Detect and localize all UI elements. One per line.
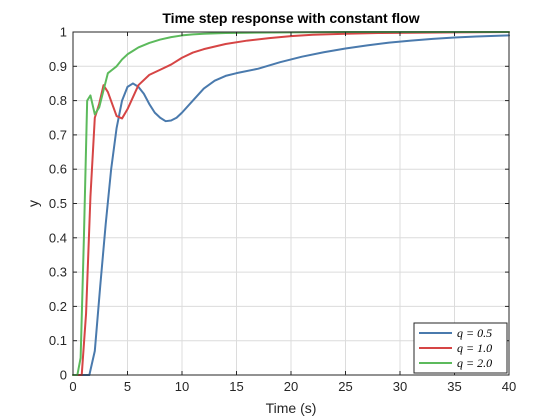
y-tick-label: 0.5: [49, 196, 67, 211]
series-line-1: [72, 34, 510, 376]
y-tick-label: 0.9: [49, 59, 67, 74]
x-tick-label: 5: [124, 379, 131, 394]
chart-title: Time step response with constant flow: [162, 10, 419, 26]
y-axis-label: y: [25, 200, 41, 207]
grid-layer: [72, 31, 510, 376]
y-tick-label: 0.1: [49, 333, 67, 348]
x-tick-label: 25: [338, 379, 352, 394]
y-tick-label: 0: [60, 368, 67, 383]
x-tick-label: 15: [229, 379, 243, 394]
y-tick-label: 0.4: [49, 230, 67, 245]
x-axis-label: Time (s): [266, 400, 317, 416]
x-tick-label: 35: [447, 379, 461, 394]
x-tick-label: 20: [284, 379, 298, 394]
legend-label-3: q = 2.0: [457, 356, 492, 370]
y-tick-label: 1: [60, 25, 67, 40]
y-tick-label: 0.2: [49, 299, 67, 314]
legend-label-2: q = 1.0: [457, 341, 492, 355]
x-tick-label: 40: [502, 379, 516, 394]
x-tick-label: 0: [69, 379, 76, 394]
x-tick-label: 30: [393, 379, 407, 394]
y-tick-label: 0.6: [49, 162, 67, 177]
tick-layer: 0 5 10 15 20 25 30 35 40 0 0.1 0.2 0.3 0.4 0.5 0.6 0.7 0.…: [49, 25, 516, 395]
legend: q = 0.5q = 1.0q = 2.0: [413, 322, 508, 374]
y-tick-label: 0.8: [49, 93, 67, 108]
y-tick-label: 0.7: [49, 127, 67, 142]
x-tick-label: 10: [175, 379, 189, 394]
legend-label-1: q = 0.5: [457, 326, 492, 340]
y-tick-label: 0.3: [49, 265, 67, 280]
